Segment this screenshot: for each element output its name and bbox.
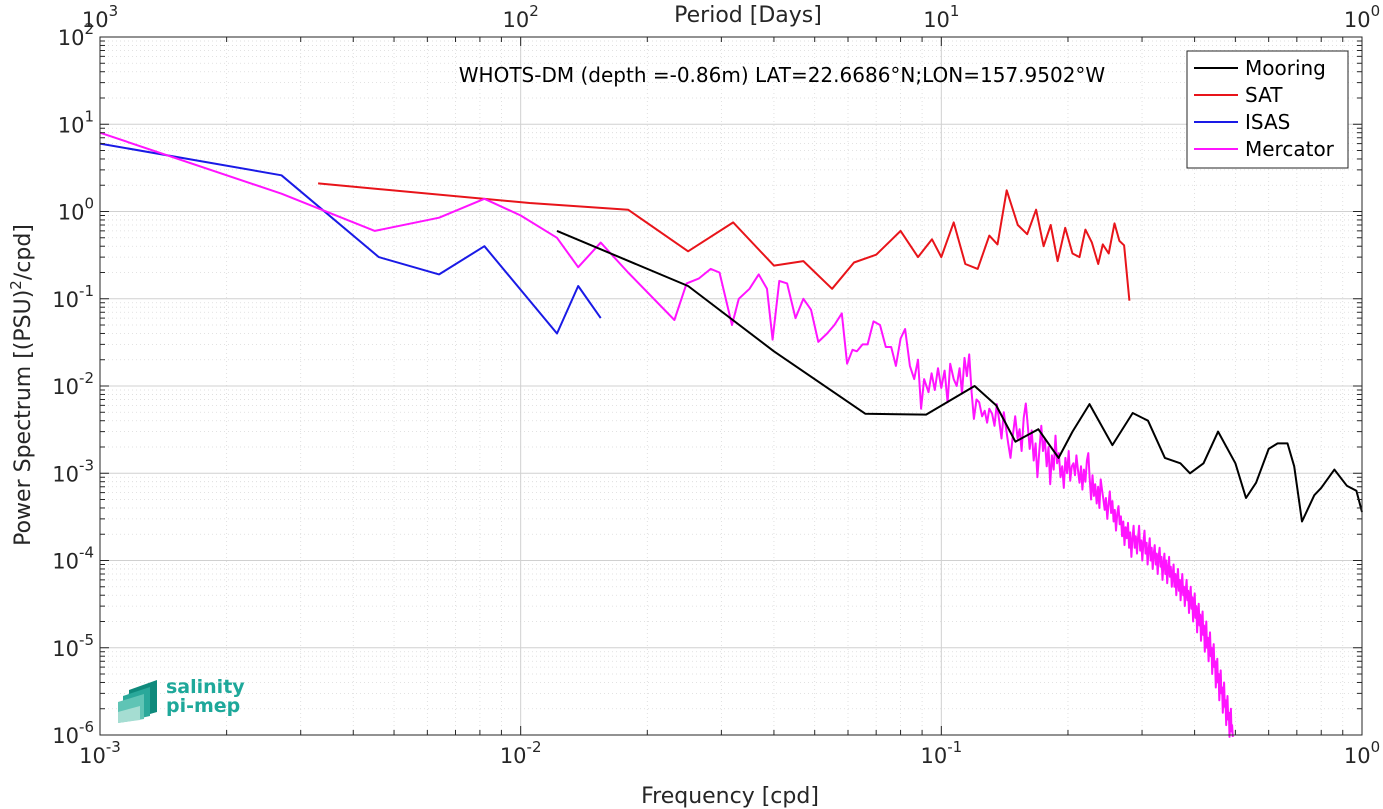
top-tick-label-exp: 3 bbox=[109, 2, 119, 20]
y-tick-label-exp: 1 bbox=[84, 107, 94, 125]
legend-label-mooring: Mooring bbox=[1245, 56, 1326, 80]
x-tick-label-exp: 0 bbox=[1371, 738, 1381, 756]
top-tick-label-exp: 1 bbox=[950, 2, 960, 20]
plot-area bbox=[99, 131, 1363, 738]
top-tick-label-exp: 0 bbox=[1371, 2, 1381, 20]
y-tick-label-base: 10 bbox=[52, 637, 79, 661]
top-tick-label: 102 bbox=[503, 2, 539, 32]
top-tick-label: 101 bbox=[923, 2, 959, 32]
salinity-pi-mep-logo: salinity pi-mep bbox=[118, 676, 245, 723]
y-tick-label-base: 10 bbox=[58, 113, 85, 137]
x-tick-label-base: 10 bbox=[79, 744, 106, 768]
y-tick-label-exp: -1 bbox=[79, 282, 94, 300]
top-tick-label-base: 10 bbox=[1344, 8, 1371, 32]
y-tick-label: 10-1 bbox=[52, 282, 94, 312]
top-tick-label-base: 10 bbox=[82, 8, 109, 32]
top-tick-label-base: 10 bbox=[503, 8, 530, 32]
x-tick-label: 10-2 bbox=[500, 738, 542, 768]
top-tick-label: 100 bbox=[1344, 2, 1380, 32]
y-tick-label-exp: 0 bbox=[84, 195, 94, 213]
y-tick-label: 10-3 bbox=[52, 456, 94, 486]
legend-label-sat: SAT bbox=[1245, 83, 1283, 107]
top-axis-title: Period [Days] bbox=[674, 3, 822, 28]
x-tick-label: 10-1 bbox=[920, 738, 962, 768]
y-tick-label: 101 bbox=[58, 107, 94, 137]
y-tick-label-base: 10 bbox=[58, 201, 85, 225]
top-tick-label-exp: 2 bbox=[529, 2, 539, 20]
x-axis-title: Frequency [cpd] bbox=[641, 784, 819, 809]
y-tick-label: 10-4 bbox=[52, 544, 94, 574]
x-tick-label: 100 bbox=[1344, 738, 1380, 768]
logo-wave-light bbox=[118, 706, 140, 723]
top-tick-label-base: 10 bbox=[923, 8, 950, 32]
legend-label-mercator: Mercator bbox=[1245, 137, 1335, 161]
y-tick-label-exp: -3 bbox=[79, 456, 94, 474]
y-tick-label: 100 bbox=[58, 195, 94, 225]
chart-annotation: WHOTS-DM (depth =-0.86m) LAT=22.6686°N;L… bbox=[459, 63, 1106, 87]
axis-ticks bbox=[99, 36, 1363, 736]
y-tick-label-base: 10 bbox=[52, 550, 79, 574]
y-tick-label-exp: -2 bbox=[79, 369, 94, 387]
y-tick-label-base: 10 bbox=[52, 375, 79, 399]
y-tick-label-base: 10 bbox=[52, 288, 79, 312]
bottom-tick-labels: 10-3 10-2 10-1 100 bbox=[79, 738, 1380, 768]
y-tick-label-base: 10 bbox=[58, 26, 85, 50]
y-tick-label: 102 bbox=[58, 20, 94, 50]
y-tick-label: 10-2 bbox=[52, 369, 94, 399]
logo-text-line2: pi-mep bbox=[166, 695, 240, 717]
x-tick-label-exp: -2 bbox=[527, 738, 542, 756]
series-line-mooring bbox=[556, 229, 1363, 523]
y-tick-label-exp: -5 bbox=[79, 631, 94, 649]
legend-label-isas: ISAS bbox=[1245, 110, 1290, 134]
y-axis-title: Power Spectrum [(PSU)2/cpd] bbox=[7, 224, 36, 546]
logo-text-line1: salinity bbox=[166, 676, 245, 698]
y-tick-label-base: 10 bbox=[52, 724, 79, 748]
top-tick-labels: 103 102 101 100 bbox=[82, 2, 1380, 32]
x-tick-label-base: 10 bbox=[920, 744, 947, 768]
x-tick-label-base: 10 bbox=[500, 744, 527, 768]
x-tick-label-exp: -1 bbox=[947, 738, 962, 756]
y-tick-label-exp: -4 bbox=[79, 544, 94, 562]
x-tick-label-base: 10 bbox=[1344, 744, 1371, 768]
y-axis-title-main: Power Spectrum [(PSU) bbox=[11, 290, 36, 546]
y-tick-label-base: 10 bbox=[52, 462, 79, 486]
y-axis-title-sup: 2 bbox=[7, 280, 25, 290]
x-tick-label: 10-3 bbox=[79, 738, 121, 768]
series-line-isas bbox=[99, 142, 602, 335]
y-tick-label: 10-5 bbox=[52, 631, 94, 661]
y-tick-label: 10-6 bbox=[52, 718, 94, 748]
series-line-mercator bbox=[99, 131, 1234, 738]
series-lines bbox=[99, 131, 1363, 738]
legend: Mooring SAT ISAS Mercator bbox=[1186, 50, 1349, 169]
y-tick-label-exp: -6 bbox=[79, 718, 94, 736]
series-line-sat bbox=[318, 182, 1131, 301]
y-tick-label-exp: 2 bbox=[84, 20, 94, 38]
x-tick-label-exp: -3 bbox=[106, 738, 121, 756]
top-tick-label: 103 bbox=[82, 2, 118, 32]
y-axis-title-tail: /cpd] bbox=[11, 224, 36, 280]
